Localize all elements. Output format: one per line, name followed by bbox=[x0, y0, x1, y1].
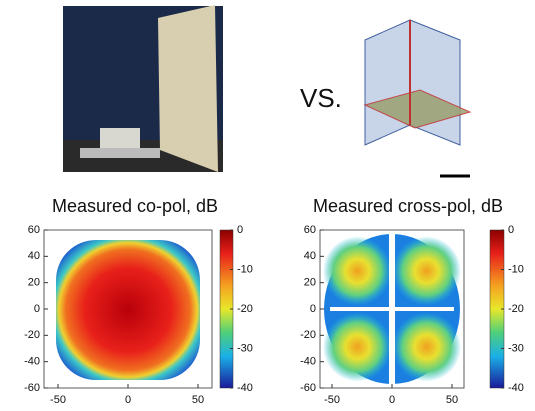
figure: VS. Measured co-pol, dB -50 0 50 60 40 20 0 -20 -… bbox=[0, 0, 535, 411]
panel-title: Measured co-pol, dB bbox=[52, 196, 218, 216]
y-tick-label: 40 bbox=[304, 250, 316, 262]
panel-title: Measured cross-pol, dB bbox=[313, 196, 503, 216]
x-tick-label: -50 bbox=[324, 394, 340, 406]
x-tick-label: 50 bbox=[192, 394, 204, 406]
colorbar-tick-label: -20 bbox=[508, 303, 524, 315]
heatmap-lobe bbox=[392, 312, 461, 382]
y-tick-label: -40 bbox=[24, 356, 40, 368]
colorbar-tick-label: -30 bbox=[237, 342, 253, 354]
model-diagram bbox=[365, 20, 470, 176]
x-tick-label: 0 bbox=[389, 394, 395, 406]
colorbar-tick-label: -40 bbox=[508, 382, 524, 394]
heatmap-lobe bbox=[323, 312, 392, 382]
y-tick-label: -40 bbox=[300, 356, 316, 368]
y-tick-label: 40 bbox=[28, 250, 40, 262]
x-tick-label: 50 bbox=[446, 394, 458, 406]
colorbar-tick-label: 0 bbox=[508, 224, 514, 236]
y-tick-label: 20 bbox=[304, 277, 316, 289]
y-tick-label: -60 bbox=[24, 382, 40, 394]
colorbar-tick-label: -40 bbox=[237, 382, 253, 394]
y-tick-label: 0 bbox=[34, 303, 40, 315]
null-line bbox=[330, 307, 454, 311]
y-tick-label: 60 bbox=[304, 224, 316, 236]
y-tick-label: 20 bbox=[28, 277, 40, 289]
y-tick-label: 0 bbox=[310, 303, 316, 315]
photo bbox=[63, 5, 223, 172]
colorbar-tick-label: -30 bbox=[508, 342, 524, 354]
colorbar-tick-label: -20 bbox=[237, 303, 253, 315]
y-tick-label: -20 bbox=[300, 329, 316, 341]
heatmap bbox=[56, 240, 200, 380]
y-tick-label: 60 bbox=[28, 224, 40, 236]
x-tick-label: 0 bbox=[125, 394, 131, 406]
colorbar-tick-label: -10 bbox=[237, 263, 253, 275]
heatmap-lobe bbox=[392, 236, 461, 306]
y-tick-label: -60 bbox=[300, 382, 316, 394]
vs-label: VS. bbox=[300, 83, 342, 113]
colorbar-tick-label: -10 bbox=[508, 263, 524, 275]
y-tick-label: -20 bbox=[24, 329, 40, 341]
colorbar-tick-label: 0 bbox=[237, 224, 243, 236]
x-tick-label: -50 bbox=[50, 394, 66, 406]
heatmap-lobe bbox=[323, 236, 392, 306]
